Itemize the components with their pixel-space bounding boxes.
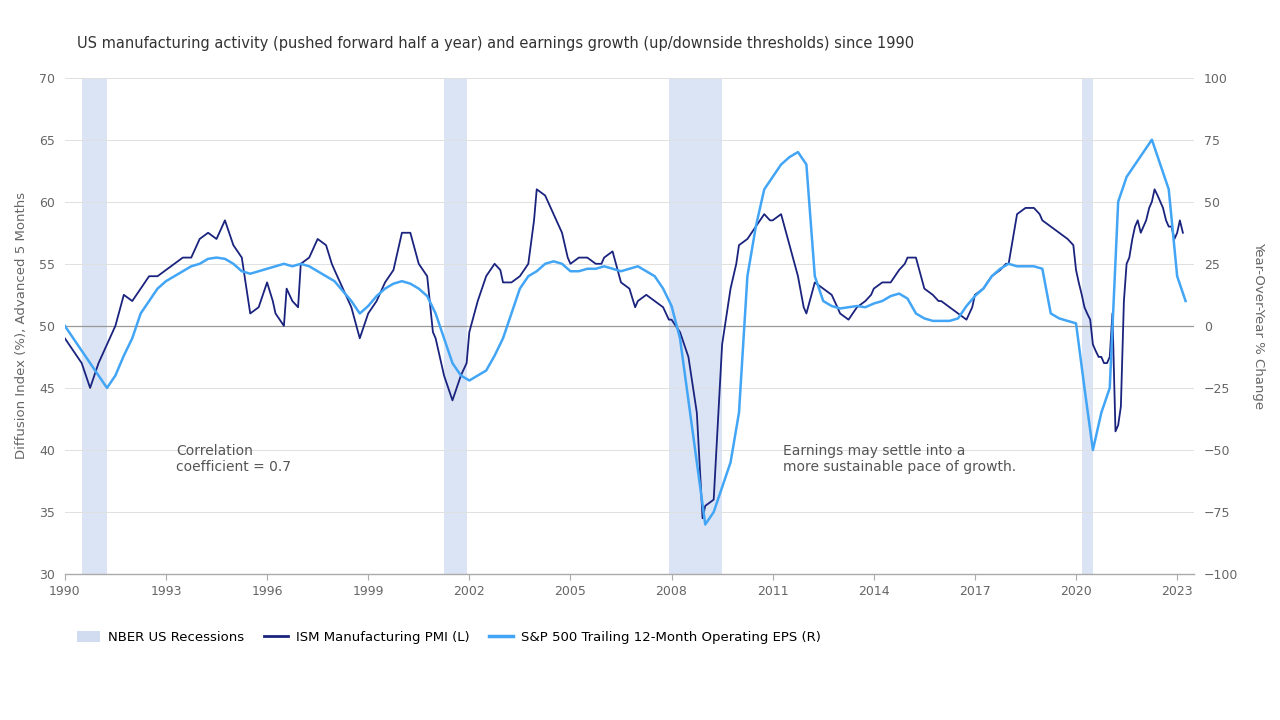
Legend: NBER US Recessions, ISM Manufacturing PMI (L), S&P 500 Trailing 12-Month Operati: NBER US Recessions, ISM Manufacturing PM… — [72, 626, 826, 649]
Bar — [444, 78, 467, 574]
Y-axis label: Year-Over-Year % Change: Year-Over-Year % Change — [1252, 243, 1265, 410]
Text: Earnings may settle into a
more sustainable pace of growth.: Earnings may settle into a more sustaina… — [783, 444, 1016, 474]
Y-axis label: Diffusion Index (%), Advanced 5 Months: Diffusion Index (%), Advanced 5 Months — [15, 192, 28, 459]
Bar — [82, 78, 108, 574]
Bar — [1082, 78, 1093, 574]
Text: US manufacturing activity (pushed forward half a year) and earnings growth (up/d: US manufacturing activity (pushed forwar… — [77, 36, 914, 51]
Bar — [669, 78, 722, 574]
Text: Correlation
coefficient = 0.7: Correlation coefficient = 0.7 — [177, 444, 291, 474]
